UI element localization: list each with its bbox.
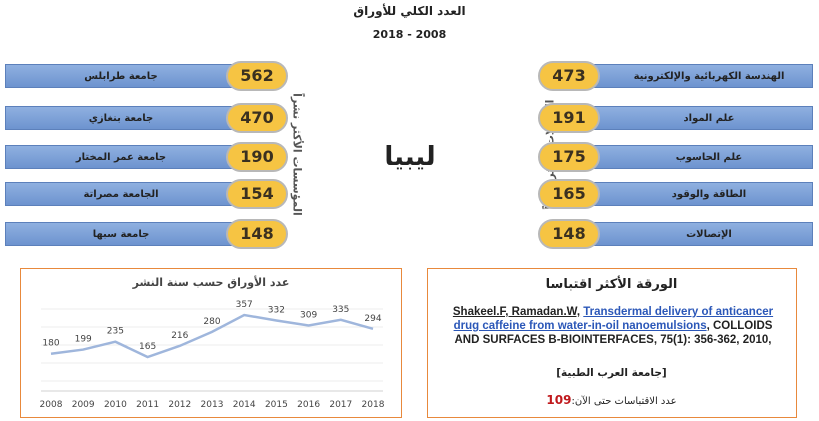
institution-count: 562 xyxy=(226,61,288,91)
value-label: 335 xyxy=(332,305,349,315)
paper-source: , COLLOIDS AND SURFACES B-BIOINTERFACES,… xyxy=(454,320,773,346)
field-name: الطاقة والوقود xyxy=(671,189,747,200)
paper-title[interactable]: Transdermal delivery of anticancer drug … xyxy=(453,306,774,332)
institution-bar: جامعة عمر المختار xyxy=(5,145,237,169)
field-count: 175 xyxy=(538,142,600,172)
institution-bar: جامعة بنغازي xyxy=(5,106,237,130)
institution-count: 470 xyxy=(226,103,288,133)
paper-heading: الورقة الأكثر اقتباسا xyxy=(545,277,678,292)
value-label: 165 xyxy=(139,342,156,352)
value-label: 357 xyxy=(236,300,253,310)
paper-citation: Shakeel.F, Ramadan.W, Transdermal delive… xyxy=(443,305,783,347)
citations-label: عدد الاقتباسات حتى الآن: xyxy=(571,396,677,407)
paper-authors: Shakeel.F, Ramadan.W, xyxy=(452,306,581,318)
institution-name: جامعة بنغازي xyxy=(88,113,154,124)
title: العدد الكلي للأوراق xyxy=(353,4,466,18)
x-tick-label: 2015 xyxy=(265,400,288,410)
field-count: 148 xyxy=(538,219,600,249)
institution-count: 190 xyxy=(226,142,288,172)
x-tick-label: 2018 xyxy=(362,400,385,410)
x-tick-label: 2013 xyxy=(201,400,224,410)
institution-bar: جامعة سبها xyxy=(5,222,237,246)
series-line xyxy=(50,313,374,359)
country: ليبيا xyxy=(384,142,436,172)
value-label: 332 xyxy=(268,305,285,315)
chart-box: عدد الأوراق حسب سنة النشر 180 2008 199 2009… xyxy=(20,268,402,418)
institution-name: الجامعة مصراتة xyxy=(83,189,159,200)
value-label: 294 xyxy=(364,314,381,324)
x-tick-label: 2008 xyxy=(40,400,63,410)
field-name: علم الحاسوب xyxy=(675,152,743,163)
institution-name: جامعة طرابلس xyxy=(84,71,158,82)
field-name: الإتصالات xyxy=(686,229,732,240)
institution-count: 148 xyxy=(226,219,288,249)
institution-name: جامعة عمر المختار xyxy=(75,152,167,163)
paper-affiliation: [جامعة العرب الطبية] xyxy=(556,367,667,379)
x-tick-label: 2009 xyxy=(72,400,95,410)
citations: عدد الاقتباسات حتى الآن:109 xyxy=(428,393,795,407)
field-count: 165 xyxy=(538,179,600,209)
paper-box: الورقة الأكثر اقتباسا Shakeel.F, Ramadan… xyxy=(427,268,797,418)
value-label: 280 xyxy=(203,317,220,327)
x-tick-label: 2014 xyxy=(233,400,256,410)
field-name: علم المواد xyxy=(683,113,735,124)
field-count: 191 xyxy=(538,103,600,133)
x-tick-label: 2010 xyxy=(104,400,127,410)
citations-count: 109 xyxy=(546,393,572,407)
chart-title: عدد الأوراق حسب سنة النشر xyxy=(132,275,290,289)
x-tick-label: 2012 xyxy=(168,400,191,410)
chart: عدد الأوراق حسب سنة النشر 180 2008 199 2009… xyxy=(40,275,385,410)
value-label: 309 xyxy=(300,311,317,321)
field-name: الهندسة الكهربائية والإلكترونية xyxy=(633,71,785,82)
x-tick-label: 2016 xyxy=(297,400,320,410)
institution-bar: جامعة طرابلس xyxy=(5,64,237,88)
period: 2018 - 2008 xyxy=(372,28,447,41)
value-label: 199 xyxy=(75,335,92,345)
institution-bar: الجامعة مصراتة xyxy=(5,182,237,206)
institutions-label: المؤسسات الأكثر نشراً xyxy=(290,93,304,216)
value-label: 235 xyxy=(107,327,124,337)
institution-count: 154 xyxy=(226,179,288,209)
value-label: 216 xyxy=(171,331,188,341)
x-tick-label: 2011 xyxy=(136,400,159,410)
value-label: 180 xyxy=(42,339,59,349)
field-count: 473 xyxy=(538,61,600,91)
institution-name: جامعة سبها xyxy=(92,229,150,240)
x-tick-label: 2017 xyxy=(329,400,352,410)
